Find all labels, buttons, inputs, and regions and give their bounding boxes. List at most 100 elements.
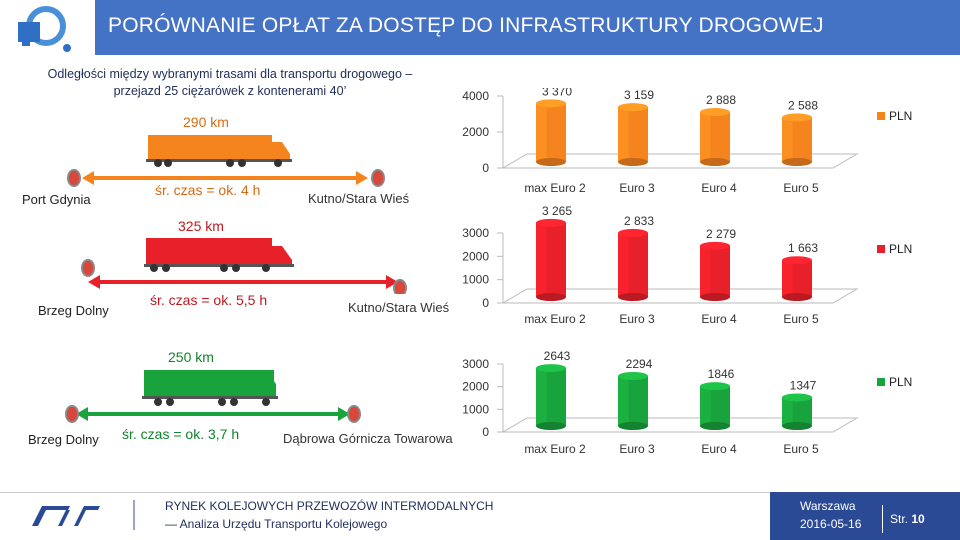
bar-top bbox=[536, 364, 566, 373]
chart-2: 0 1000 2000 3000 3 265 max Euro 2 2 833 Euro 3 2… bbox=[462, 205, 912, 326]
bar bbox=[618, 228, 648, 301]
y-tick-label: 0 bbox=[482, 296, 489, 310]
bar-base bbox=[536, 293, 566, 301]
logo-icon bbox=[8, 4, 88, 56]
intro-line-1: Odległości między wybranymi trasami dla … bbox=[47, 67, 413, 81]
route-1-start-marker bbox=[67, 169, 81, 187]
bar-base bbox=[618, 158, 648, 166]
bar-value-label: 3 159 bbox=[624, 88, 654, 102]
bar bbox=[536, 99, 566, 166]
footer-city: Warszawa bbox=[800, 499, 856, 513]
bar-highlight bbox=[782, 117, 793, 162]
bar-highlight bbox=[536, 103, 547, 162]
bar bbox=[618, 103, 648, 166]
y-tick-label: 3000 bbox=[462, 226, 489, 240]
bar-base bbox=[782, 422, 812, 430]
category-label: Euro 4 bbox=[701, 312, 737, 326]
bar-base bbox=[700, 293, 730, 301]
route-2-from: Brzeg Dolny bbox=[38, 303, 109, 318]
footer-date: 2016-05-16 bbox=[800, 517, 862, 531]
route-3-to: Dąbrowa Górnicza Towarowa bbox=[283, 431, 453, 446]
bar bbox=[782, 393, 812, 430]
route-1-to: Kutno/Stara Wieś bbox=[308, 191, 410, 206]
footer-title: RYNEK KOLEJOWYCH PRZEWOZÓW INTERMODALNYC… bbox=[165, 499, 494, 513]
route-3-from: Brzeg Dolny bbox=[28, 432, 99, 447]
bar-top bbox=[536, 99, 566, 108]
route-2-start-marker bbox=[81, 259, 95, 277]
bar-value-label: 2 279 bbox=[706, 227, 736, 241]
bar-top bbox=[618, 103, 648, 112]
route-1-end-marker bbox=[371, 169, 385, 187]
bar-value-label: 3 265 bbox=[542, 205, 572, 218]
footer-subtitle: — Analiza Urzędu Transportu Kolejowego bbox=[165, 517, 388, 531]
route-2-distance: 325 km bbox=[178, 218, 224, 234]
bar-base bbox=[618, 422, 648, 430]
bar-value-label: 1846 bbox=[708, 367, 735, 381]
footer-divider bbox=[0, 492, 960, 493]
page-title: PORÓWNANIE OPŁAT ZA DOSTĘP DO INFRASTRUK… bbox=[108, 14, 824, 37]
y-tick-label: 2000 bbox=[462, 125, 489, 139]
bar-base bbox=[536, 422, 566, 430]
route-1-time: śr. czas = ok. 4 h bbox=[155, 182, 261, 198]
legend-swatch bbox=[877, 378, 885, 386]
truck-icon bbox=[146, 135, 292, 167]
y-tick-label: 1000 bbox=[462, 273, 489, 287]
route-2-time: śr. czas = ok. 5,5 h bbox=[150, 292, 268, 308]
bar-top bbox=[782, 393, 812, 402]
chart-floor bbox=[501, 153, 859, 169]
bar-value-label: 2 888 bbox=[706, 93, 736, 107]
bar-top bbox=[782, 256, 812, 265]
category-label: Euro 3 bbox=[619, 181, 655, 195]
y-tick-label: 2000 bbox=[462, 249, 489, 263]
chart-floor bbox=[501, 288, 859, 304]
bar-highlight bbox=[782, 397, 793, 426]
bar-highlight bbox=[618, 107, 629, 162]
category-label: Euro 5 bbox=[783, 181, 819, 195]
legend-label: PLN bbox=[889, 109, 912, 123]
route-3-graphic bbox=[65, 370, 361, 423]
bar bbox=[700, 382, 730, 430]
y-tick-label: 0 bbox=[482, 161, 489, 175]
bar-top bbox=[700, 382, 730, 391]
route-1-from: Port Gdynia bbox=[22, 192, 91, 207]
bar-highlight bbox=[700, 386, 711, 426]
truck-icon bbox=[142, 370, 278, 406]
bar-highlight bbox=[618, 376, 629, 426]
bar bbox=[782, 113, 812, 166]
bar bbox=[536, 218, 566, 301]
legend-label: PLN bbox=[889, 242, 912, 256]
bar-base bbox=[782, 158, 812, 166]
bar-value-label: 2643 bbox=[544, 349, 571, 363]
route-2-arrow bbox=[88, 275, 398, 289]
category-label: Euro 5 bbox=[783, 312, 819, 326]
bar-value-label: 1 663 bbox=[788, 241, 818, 255]
y-tick-label: 4000 bbox=[462, 89, 489, 103]
y-tick-label: 2000 bbox=[462, 380, 489, 394]
intro-text: Odległości między wybranymi trasami dla … bbox=[40, 66, 420, 100]
route-1-arrow bbox=[82, 171, 368, 185]
legend-label: PLN bbox=[889, 375, 912, 389]
category-label: max Euro 2 bbox=[524, 312, 586, 326]
header-bar bbox=[95, 0, 960, 55]
footer-separator bbox=[133, 500, 135, 530]
bar bbox=[700, 108, 730, 166]
bar-highlight bbox=[700, 112, 711, 162]
y-tick-label: 1000 bbox=[462, 402, 489, 416]
bar-top bbox=[782, 113, 812, 122]
bar-value-label: 2294 bbox=[626, 357, 653, 371]
bar-top bbox=[536, 218, 566, 227]
bar bbox=[700, 241, 730, 301]
category-label: Euro 3 bbox=[619, 442, 655, 456]
bar-top bbox=[700, 108, 730, 117]
bar-top bbox=[700, 241, 730, 250]
route-1-graphic bbox=[67, 135, 385, 187]
footer-bar bbox=[770, 492, 960, 540]
category-label: max Euro 2 bbox=[524, 181, 586, 195]
bar-base bbox=[700, 158, 730, 166]
route-2-to: Kutno/Stara Wieś bbox=[348, 300, 450, 315]
bar-highlight bbox=[536, 222, 547, 297]
y-tick-label: 0 bbox=[482, 425, 489, 439]
bar-value-label: 3 370 bbox=[542, 88, 572, 98]
chart-1: 0 2000 4000 3 370 max Euro 2 3 159 Euro 3 2 888… bbox=[462, 88, 912, 195]
chart-floor bbox=[501, 417, 859, 433]
